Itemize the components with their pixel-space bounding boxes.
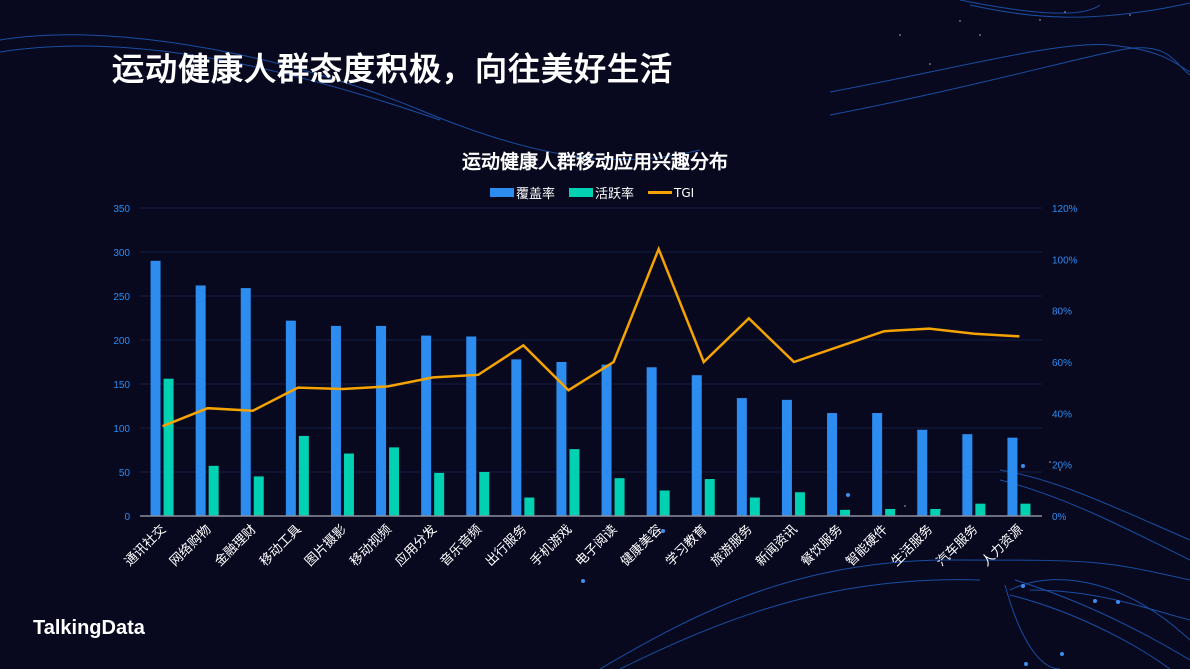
talkingdata-logo: TalkingData [33, 617, 145, 639]
activity-bar[interactable] [163, 378, 174, 516]
activity-swatch-icon [569, 188, 594, 197]
coverage-bar[interactable] [827, 413, 838, 516]
activity-bar[interactable] [885, 508, 896, 516]
y-right-tick-label: 40% [1052, 409, 1072, 420]
y-left-tick-label: 50 [119, 468, 131, 479]
x-category-label: 生活服务 [888, 522, 936, 570]
legend-item-tgi[interactable]: TGI [648, 186, 694, 200]
x-category-label: 汽车服务 [933, 522, 981, 570]
y-left-tick-label: 200 [113, 336, 130, 347]
x-category-label: 网络购物 [166, 522, 214, 570]
coverage-bar[interactable] [1007, 437, 1018, 516]
legend-label: 覆盖率 [516, 187, 556, 202]
y-left-tick-label: 250 [113, 292, 130, 303]
coverage-bar[interactable] [601, 364, 612, 516]
x-category-label: 图片摄影 [302, 522, 349, 569]
y-right-tick-label: 100% [1052, 255, 1078, 266]
legend-label: 活跃率 [595, 187, 635, 202]
y-right-tick-label: 120% [1052, 204, 1078, 215]
activity-bar[interactable] [434, 472, 445, 516]
activity-bar[interactable] [614, 478, 625, 516]
x-category-label: 音乐音频 [437, 522, 485, 570]
coverage-bar[interactable] [195, 285, 206, 516]
x-category-label: 餐饮服务 [798, 522, 846, 570]
x-category-label: 移动工具 [257, 522, 304, 569]
x-category-label: 移动视频 [347, 522, 394, 569]
x-category-label: 人力资源 [979, 522, 1026, 569]
activity-bar[interactable] [298, 435, 309, 516]
coverage-bar[interactable] [781, 399, 792, 516]
coverage-bar[interactable] [466, 336, 477, 516]
activity-bar[interactable] [524, 497, 535, 516]
tgi-line-swatch-icon [648, 191, 673, 194]
coverage-bar[interactable] [421, 335, 432, 516]
coverage-bar[interactable] [691, 375, 702, 516]
tgi-line[interactable] [162, 245, 1020, 428]
x-category-label: 电子阅读 [573, 522, 620, 569]
legend-item-activity[interactable]: 活跃率 [569, 183, 634, 202]
y-left-tick-label: 300 [113, 248, 130, 259]
coverage-bar[interactable] [872, 413, 883, 516]
x-category-label: 通讯社交 [121, 522, 169, 570]
coverage-bar[interactable] [917, 429, 928, 516]
x-category-label: 旅游服务 [708, 522, 756, 570]
coverage-bar[interactable] [330, 325, 341, 516]
x-category-label: 金融理财 [211, 522, 259, 570]
coverage-bar[interactable] [962, 434, 973, 516]
y-right-tick-label: 80% [1052, 307, 1072, 318]
activity-bar[interactable] [479, 472, 490, 516]
activity-bar[interactable] [1020, 503, 1031, 516]
y-right-tick-label: 0% [1052, 512, 1067, 523]
coverage-bar[interactable] [150, 260, 161, 516]
coverage-bar[interactable] [376, 325, 387, 516]
chart-title: 运动健康人群移动应用兴趣分布 [461, 151, 728, 173]
coverage-bar[interactable] [285, 320, 296, 516]
activity-bar[interactable] [794, 492, 805, 516]
y-right-tick-label: 20% [1052, 461, 1072, 472]
activity-bar[interactable] [659, 490, 670, 516]
activity-bar[interactable] [253, 476, 264, 516]
page-title: 运动健康人群态度积极，向往美好生活 [112, 50, 674, 88]
coverage-swatch-icon [490, 188, 514, 197]
chart-legend: 覆盖率 活跃率 TGI [490, 183, 694, 202]
coverage-bar[interactable] [511, 359, 522, 516]
y-right-tick-label: 60% [1052, 358, 1072, 369]
coverage-bar[interactable] [736, 398, 747, 516]
y-left-tick-label: 0 [124, 512, 130, 523]
coverage-bar[interactable] [646, 367, 657, 516]
x-category-label: 学习教育 [662, 522, 710, 570]
legend-item-coverage[interactable]: 覆盖率 [490, 183, 555, 202]
x-category-label: 智能硬件 [844, 522, 891, 569]
activity-bar[interactable] [389, 447, 400, 516]
activity-bar[interactable] [208, 465, 219, 516]
activity-bar[interactable] [930, 508, 941, 516]
coverage-bar[interactable] [240, 288, 251, 516]
y-left-tick-label: 350 [113, 204, 130, 215]
x-category-label: 出行服务 [482, 522, 530, 570]
activity-bar[interactable] [704, 479, 715, 516]
x-category-label: 手机游戏 [528, 522, 575, 569]
activity-bar[interactable] [343, 453, 354, 516]
activity-bar[interactable] [749, 497, 760, 516]
x-category-label: 健康美容 [617, 522, 665, 570]
activity-bar[interactable] [975, 503, 986, 516]
y-left-tick-label: 150 [113, 380, 130, 391]
activity-bar[interactable] [569, 449, 580, 516]
x-category-label: 应用分发 [392, 522, 440, 570]
y-left-tick-label: 100 [113, 424, 130, 435]
activity-bar[interactable] [840, 509, 851, 516]
legend-label: TGI [674, 185, 695, 200]
coverage-bar[interactable] [556, 362, 567, 516]
x-category-label: 新闻资讯 [753, 522, 801, 570]
